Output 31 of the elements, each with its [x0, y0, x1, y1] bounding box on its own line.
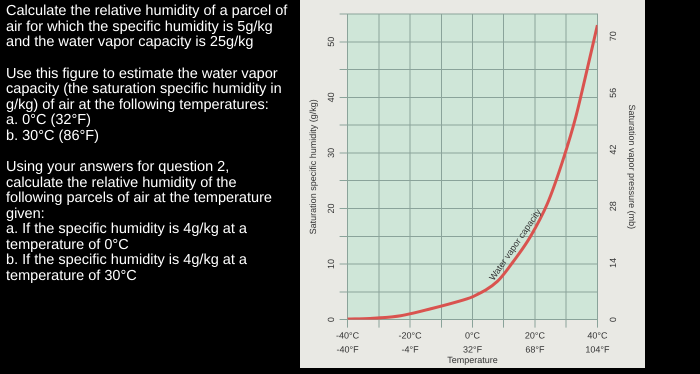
y-tick-label: 20 — [326, 203, 336, 214]
text: Using your answers for question 2, calculate the relative humidity of the following parcels of air at the temperature given: — [6, 159, 273, 222]
x2-tick-label: 68°F — [525, 344, 546, 354]
x-axis-title: Temperature — [447, 355, 498, 366]
x-tick-label: -40°C — [336, 330, 360, 340]
y2-tick-label: 70 — [608, 31, 618, 42]
y-tick-label: 40 — [326, 92, 336, 102]
x2-tick-label: 104°F — [585, 344, 610, 354]
x-tick-label: 40°C — [587, 330, 608, 340]
y2-tick-label: 14 — [608, 258, 618, 268]
y2-tick-label: 42 — [608, 144, 618, 155]
y-tick-label: 50 — [326, 36, 336, 47]
x2-tick-label: -4°F — [401, 344, 420, 354]
y2-tick-label: 0 — [608, 317, 618, 322]
x-tick-label: 20°C — [524, 330, 546, 340]
text: b. 30°C (86°F) — [6, 128, 100, 144]
y-tick-label: 30 — [326, 148, 336, 158]
x-tick-label: -20°C — [398, 330, 422, 340]
y-tick-label: 0 — [326, 317, 336, 322]
y-tick-label: 10 — [326, 259, 336, 270]
text: Use this figure to estimate the water vapor capacity (the saturation specific humidity in g/kg) of air at the following temperatures: — [6, 66, 283, 113]
y-axis-title: Saturation specific humidity (g/kg) — [308, 99, 318, 234]
text: a. 0°C (32°F) — [6, 112, 92, 128]
y2-tick-label: 28 — [608, 201, 618, 212]
y2-axis-title: Saturation vapor pressure (mb) — [627, 104, 638, 230]
x2-tick-label: -40°F — [336, 344, 360, 354]
text: Calculate the relative humidity of a parcel of air for which the specific humidity is 5g/kg and the water vapor capacity is 25g/kg — [6, 3, 288, 50]
y2-tick-label: 56 — [608, 88, 618, 98]
x-tick-label: 0°C — [464, 330, 481, 340]
x2-tick-label: 32°F — [462, 344, 483, 354]
text: b. If the specific humidity is 4g/kg at a temperature of 30°C — [6, 252, 248, 284]
